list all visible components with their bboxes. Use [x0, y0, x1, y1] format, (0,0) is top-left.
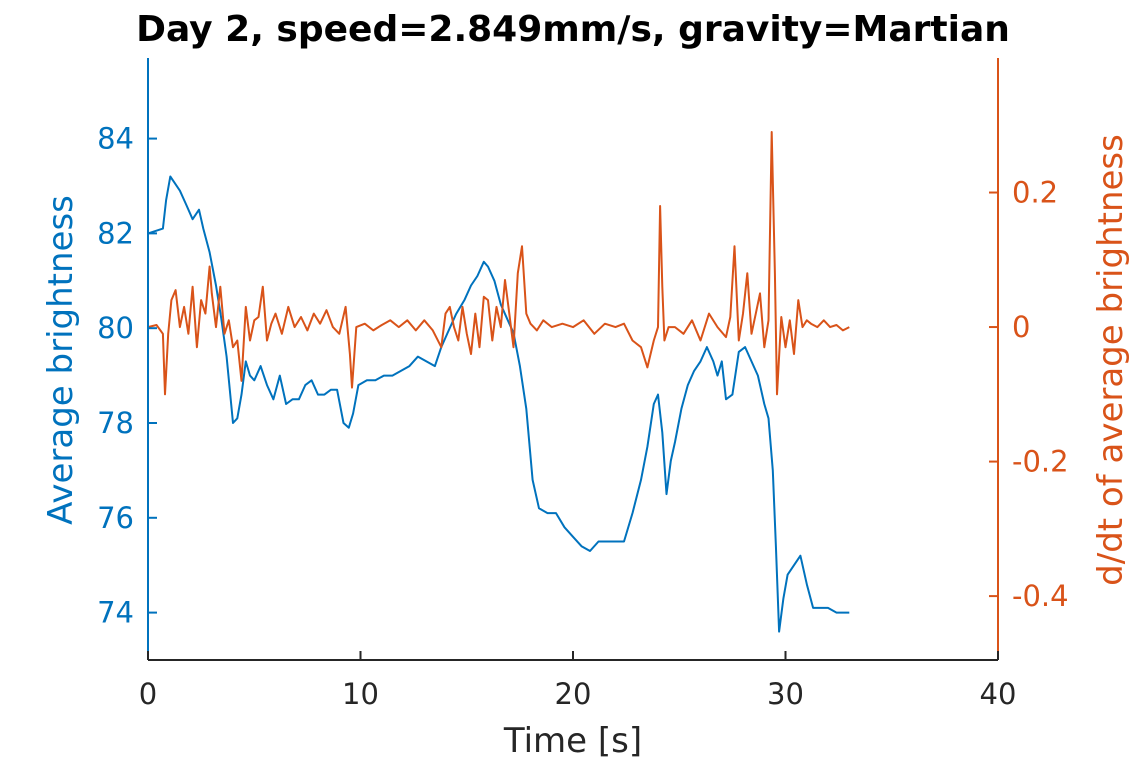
- x-tick-label: 30: [767, 677, 804, 711]
- left-y-tick-label: 78: [97, 406, 134, 440]
- chart-title: Day 2, speed=2.849mm/s, gravity=Martian: [136, 9, 1010, 50]
- right-y-tick-label: 0: [1012, 310, 1030, 344]
- x-tick-label: 0: [139, 677, 157, 711]
- left-y-tick-label: 82: [97, 216, 134, 250]
- left-y-axis-label: Average brightness: [41, 195, 81, 525]
- x-tick-label: 10: [342, 677, 379, 711]
- ticks: 0 10 20 30 40 74 76 78 80 82 84 -0.4 -0.2 0 0.2: [97, 122, 1069, 711]
- x-tick-label: 40: [980, 677, 1017, 711]
- left-y-tick-label: 74: [97, 596, 134, 630]
- right-y-axis-label: d/dt of average brightness: [1091, 134, 1131, 586]
- left-y-tick-label: 76: [97, 501, 134, 535]
- x-tick-label: 20: [555, 677, 592, 711]
- right-y-tick-label: 0.2: [1012, 176, 1058, 210]
- series-line-right: [147, 131, 850, 396]
- plot-lines: [147, 131, 850, 633]
- x-axis-label: Time [s]: [503, 721, 642, 761]
- right-y-tick-label: -0.2: [1012, 445, 1069, 479]
- series-line-left: [147, 175, 850, 633]
- left-y-tick-label: 80: [97, 311, 134, 345]
- left-y-tick-label: 84: [97, 122, 134, 156]
- right-y-tick-label: -0.4: [1012, 579, 1069, 613]
